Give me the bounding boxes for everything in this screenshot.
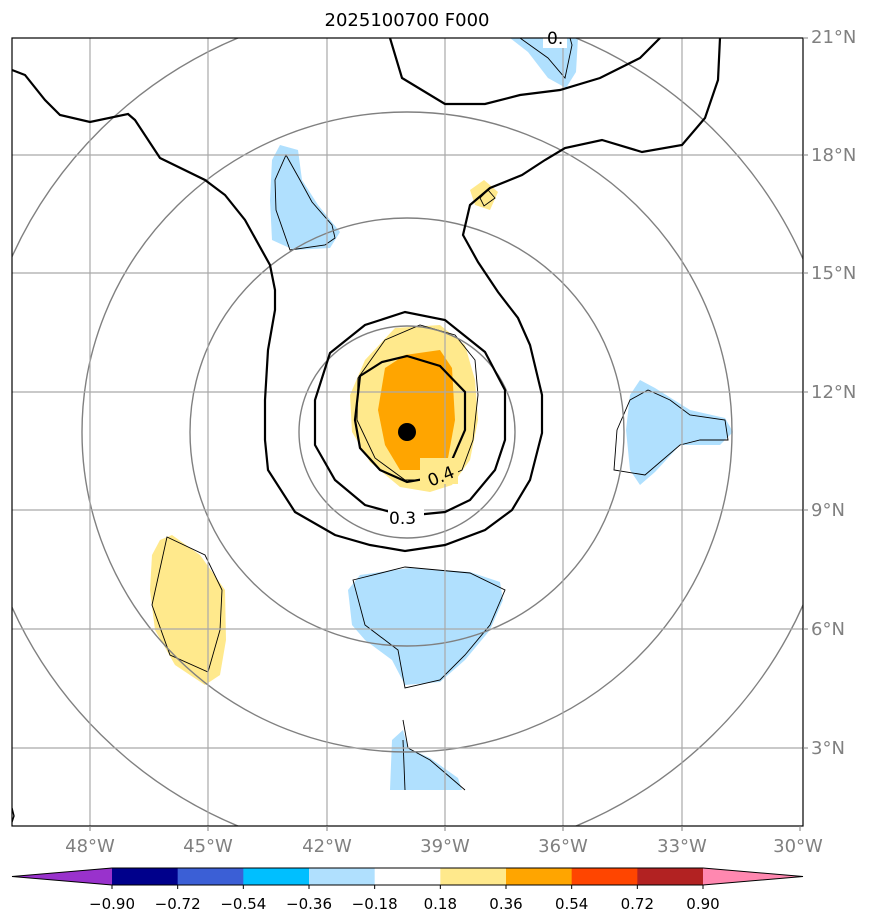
negative-anomaly-patch (270, 145, 340, 250)
contour-label: 0. (547, 29, 563, 49)
negative-anomaly-patch (510, 38, 578, 88)
lon-label: 42°W (302, 836, 352, 857)
colorbar-tick-label: −0.90 (89, 895, 135, 913)
colorbar-tick-label: 0.72 (621, 895, 654, 913)
colorbar-tick-label: 0.90 (686, 895, 719, 913)
graticule (12, 38, 803, 826)
colorbar-swatch (440, 868, 507, 885)
colorbar-tick-label: −0.18 (352, 895, 398, 913)
negative-anomaly-patch (626, 380, 733, 485)
colorbar-swatch (571, 868, 638, 885)
colorbar-tick-label: 0.54 (555, 895, 588, 913)
lat-label: 15°N (811, 263, 856, 284)
lon-label: 45°W (183, 836, 233, 857)
positive-anomaly-patch (150, 535, 226, 685)
colorbar-extend-min (12, 868, 112, 885)
longitude-labels: 48°W 45°W 42°W 39°W 36°W 33°W 30°W (65, 826, 823, 857)
colorbar: −0.90 −0.72 −0.54 −0.36 −0.18 0.18 0.36 0.54 0.7… (11, 867, 804, 913)
colorbar-swatch (243, 868, 310, 885)
lon-label: 30°W (773, 836, 823, 857)
colorbar-tick-label: 0.36 (489, 895, 522, 913)
shaded-field (150, 38, 733, 790)
storm-center-marker (398, 423, 416, 441)
map-frame (11, 37, 804, 827)
colorbar-swatch (637, 868, 704, 885)
colorbar-swatch (112, 868, 179, 885)
lat-label: 9°N (811, 500, 845, 521)
colorbar-extend-max (703, 868, 803, 885)
lat-label: 18°N (811, 145, 856, 166)
colorbar-swatch (506, 868, 573, 885)
colorbar-swatch (309, 868, 376, 885)
colorbar-tick-label: −0.72 (155, 895, 201, 913)
lat-label: 3°N (811, 738, 845, 759)
map-title: 2025100700 F000 (325, 10, 490, 31)
colorbar-tick-label: 0.18 (424, 895, 457, 913)
lon-label: 36°W (538, 836, 588, 857)
lat-label: 6°N (811, 619, 845, 640)
colorbar-tick-label: −0.54 (220, 895, 266, 913)
map-area (12, 38, 803, 826)
lon-label: 39°W (420, 836, 470, 857)
contour-label: 0.3 (389, 509, 416, 529)
latitude-labels: 21°N 18°N 15°N 12°N 9°N 6°N 3°N (803, 27, 856, 759)
range-rings (12, 38, 803, 826)
negative-anomaly-patch (390, 730, 462, 790)
lon-label: 48°W (65, 836, 115, 857)
lon-label: 33°W (657, 836, 707, 857)
colorbar-swatch (177, 868, 244, 885)
strong-positive-anomaly-core (378, 350, 455, 470)
lat-label: 21°N (811, 27, 856, 48)
lat-label: 12°N (811, 382, 856, 403)
colorbar-swatch (374, 868, 441, 885)
colorbar-tick-label: −0.36 (286, 895, 332, 913)
